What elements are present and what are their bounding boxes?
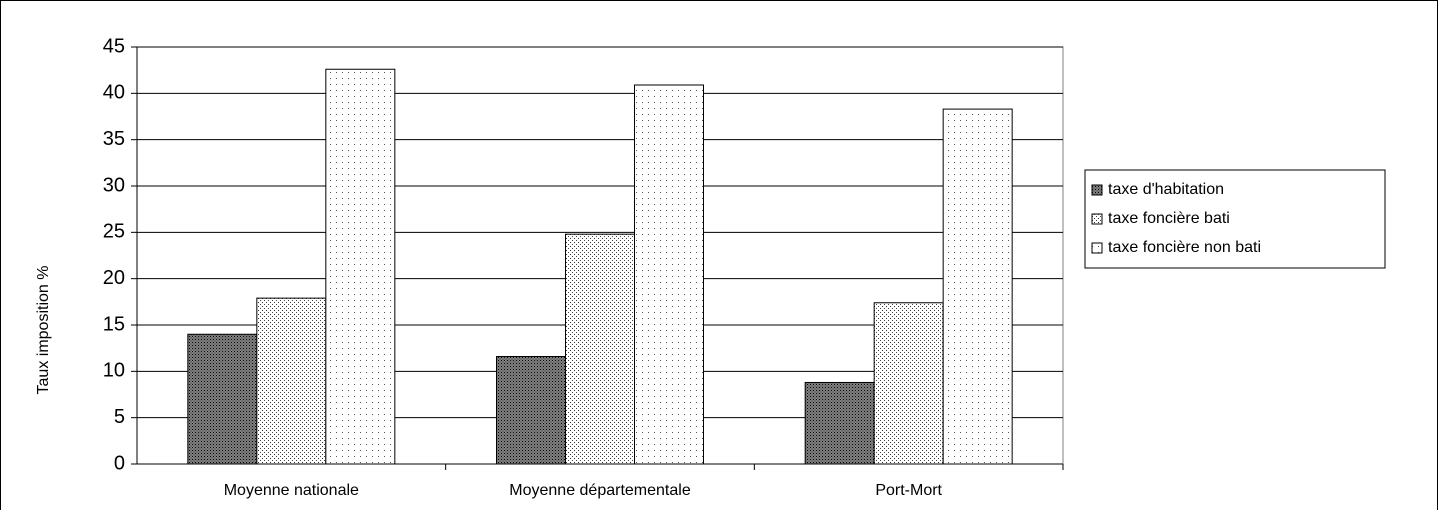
y-tick-label: 15	[103, 313, 125, 335]
bar	[496, 356, 566, 465]
y-tick-label: 10	[103, 360, 125, 382]
y-tick-label: 25	[103, 221, 125, 243]
bar	[325, 68, 396, 465]
x-tick-label: Moyenne nationale	[224, 482, 359, 499]
bar	[187, 333, 258, 465]
y-axis-title: Taux imposition %	[35, 266, 52, 395]
bar	[804, 381, 875, 465]
x-tick-label: Port-Mort	[875, 482, 942, 499]
legend-label: taxe foncière bati	[1108, 210, 1230, 227]
y-tick-label: 0	[114, 452, 125, 474]
bar	[634, 84, 704, 465]
bar	[942, 108, 1013, 465]
x-tick-label: Moyenne départementale	[509, 482, 691, 499]
y-tick-label: 45	[103, 35, 125, 57]
y-tick-label: 20	[103, 267, 125, 289]
y-tick-label: 35	[103, 128, 125, 150]
bar	[565, 233, 635, 465]
y-tick-label: 40	[103, 82, 125, 104]
legend-swatch	[1091, 213, 1103, 225]
legend-label: taxe foncière non bati	[1108, 239, 1261, 256]
y-tick-label: 30	[103, 174, 125, 196]
y-tick-label: 5	[114, 406, 125, 428]
legend-swatch	[1091, 242, 1103, 254]
legend-swatch	[1091, 184, 1103, 196]
bar	[873, 302, 944, 465]
legend-box	[1084, 169, 1386, 269]
legend-label: taxe d'habitation	[1108, 181, 1224, 198]
bar	[256, 297, 327, 465]
